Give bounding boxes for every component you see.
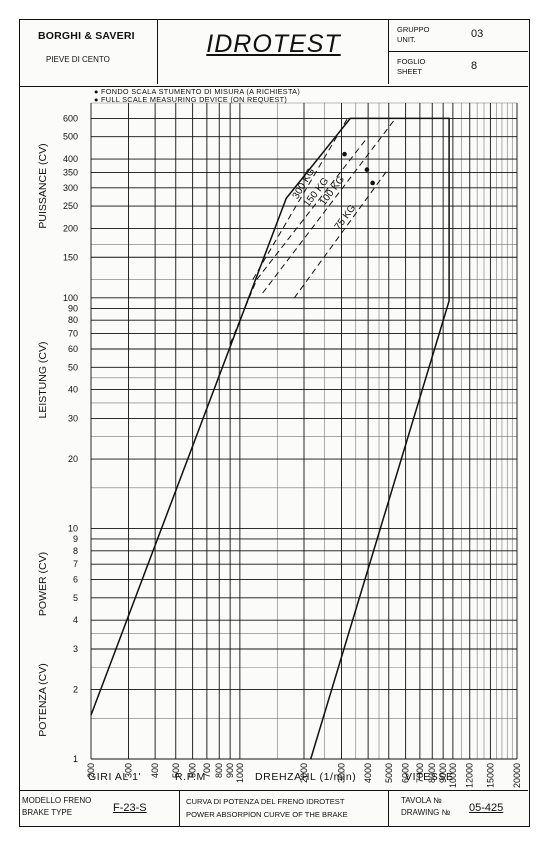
y-tick-label: 250 <box>63 201 78 211</box>
y-tick-label: 80 <box>68 315 78 325</box>
model-label-en: BRAKE TYPE <box>22 808 73 817</box>
description-en: POWER ABSORPION CURVE OF THE BRAKE <box>186 810 348 819</box>
x-axis-label: GIRI AL 1' <box>88 771 141 783</box>
full-scale-marker <box>364 167 370 172</box>
y-tick-label: 150 <box>63 252 78 262</box>
x-tick-label: 600 <box>188 763 198 778</box>
company-cell: BORGHI & SAVERI PIEVE DI CENTO <box>20 20 158 84</box>
y-tick-label: 4 <box>73 615 78 625</box>
y-tick-label: 1 <box>73 754 78 764</box>
drawing-sheet: BORGHI & SAVERI PIEVE DI CENTO IDROTEST … <box>19 19 530 827</box>
title-block: BORGHI & SAVERI PIEVE DI CENTO IDROTEST … <box>20 20 528 87</box>
title-cell: IDROTEST <box>158 20 389 84</box>
sheet-value: 8 <box>471 60 478 72</box>
footer-block: MODELLO FRENO BRAKE TYPE F-23-S CURVA DI… <box>20 790 528 826</box>
power-absorption-curve <box>90 117 450 760</box>
y-tick-label: 2 <box>73 685 78 695</box>
y-tick-label: 350 <box>63 167 78 177</box>
y-tick-label: 9 <box>73 534 78 544</box>
x-tick-label: 6000 <box>401 763 411 783</box>
load-line-2 <box>229 136 369 345</box>
description-cell: CURVA DI POTENZA DEL FRENO IDROTEST POWE… <box>180 791 389 826</box>
drawing-number: 05-425 <box>469 802 504 814</box>
model-cell: MODELLO FRENO BRAKE TYPE F-23-S <box>20 791 180 826</box>
drawing-label-en: DRAWING № <box>401 808 451 817</box>
y-tick-label: 50 <box>68 362 78 372</box>
y-tick-label: 10 <box>68 523 78 533</box>
x-tick-label: 12000 <box>465 763 475 788</box>
group-label-en: UNIT. <box>397 35 416 44</box>
x-tick-label: 400 <box>150 763 160 778</box>
y-axis-label: POTENZA (CV) <box>37 663 49 737</box>
y-axis-label: POWER (CV) <box>37 552 49 616</box>
y-tick-label: 100 <box>63 293 78 303</box>
x-axis-label: DREHZAHL (1/min) <box>255 771 356 783</box>
x-tick-label: 7000 <box>415 763 425 783</box>
x-tick-label: 700 <box>202 763 212 778</box>
y-tick-label: 7 <box>73 559 78 569</box>
x-tick-label: 10000 <box>448 763 458 788</box>
document-title: IDROTEST <box>206 30 341 58</box>
x-axis-label: VITESSE <box>405 771 454 783</box>
y-tick-label: 6 <box>73 575 78 585</box>
sheet-label-en: SHEET <box>397 67 423 76</box>
drawing-number-cell: TAVOLA № DRAWING № 05-425 <box>389 791 528 826</box>
y-tick-label: 200 <box>63 223 78 233</box>
load-line-label: 75 KG <box>333 203 359 233</box>
x-tick-label: 3000 <box>337 763 347 783</box>
load-line-3 <box>262 119 395 294</box>
y-tick-label: 5 <box>73 593 78 603</box>
measuring-note: ● FONDO SCALA STUMENTO DI MISURA (A RICH… <box>94 87 300 96</box>
description-it: CURVA DI POTENZA DEL FRENO IDROTEST <box>186 797 345 806</box>
y-axis-label: LEISTUNG (CV) <box>37 341 49 418</box>
x-tick-label: 800 <box>214 763 224 778</box>
x-tick-label: 900 <box>225 763 235 778</box>
company-place: PIEVE DI CENTO <box>46 55 110 64</box>
x-tick-label: 300 <box>124 763 134 778</box>
x-tick-label: 4000 <box>363 763 373 783</box>
y-tick-label: 3 <box>73 644 78 654</box>
x-tick-label: 15000 <box>485 763 495 788</box>
load-line-1 <box>252 118 348 280</box>
y-tick-label: 60 <box>68 344 78 354</box>
model-label-it: MODELLO FRENO <box>22 796 92 805</box>
x-tick-label: 9000 <box>438 763 448 783</box>
full-scale-marker <box>370 180 375 186</box>
full-scale-marker <box>342 151 347 157</box>
group-label-it: GRUPPO <box>397 25 430 34</box>
power-curve-chart: 200 300 400 500 600 700 800 900 1000 2000 3000 4000… <box>37 87 522 788</box>
y-tick-label: 400 <box>63 154 78 164</box>
load-line-4 <box>293 167 390 299</box>
model-value: F-23-S <box>113 802 147 814</box>
sheet-cell: FOGLIO SHEET 8 <box>389 52 528 84</box>
company-name: BORGHI & SAVERI <box>38 30 135 42</box>
x-tick-label: 20000 <box>512 763 522 788</box>
x-tick-label: 2000 <box>299 763 309 783</box>
group-value: 03 <box>471 28 484 40</box>
y-tick-label: 40 <box>68 385 78 395</box>
y-tick-label: 20 <box>68 454 78 464</box>
y-tick-label: 30 <box>68 413 78 423</box>
x-tick-label: 200 <box>86 763 96 778</box>
y-tick-label: 8 <box>73 546 78 556</box>
y-tick-label: 70 <box>68 329 78 339</box>
drawing-label-it: TAVOLA № <box>401 796 442 805</box>
x-tick-label: 1000 <box>235 763 245 783</box>
measuring-note: ● FULL SCALE MEASURING DEVICE (ON REQUES… <box>94 95 287 104</box>
y-axis-label: PUISSANCE (CV) <box>37 143 49 228</box>
x-tick-label: 500 <box>171 763 181 778</box>
x-tick-label: 8000 <box>427 763 437 783</box>
y-tick-label: 300 <box>63 183 78 193</box>
group-cell: GRUPPO UNIT. 03 <box>389 20 528 52</box>
y-tick-label: 500 <box>63 132 78 142</box>
x-tick-label: 5000 <box>384 763 394 783</box>
y-tick-label: 90 <box>68 303 78 313</box>
y-tick-label: 600 <box>63 113 78 123</box>
sheet-label-it: FOGLIO <box>397 57 426 66</box>
x-axis-label: R.P.M <box>175 771 206 783</box>
